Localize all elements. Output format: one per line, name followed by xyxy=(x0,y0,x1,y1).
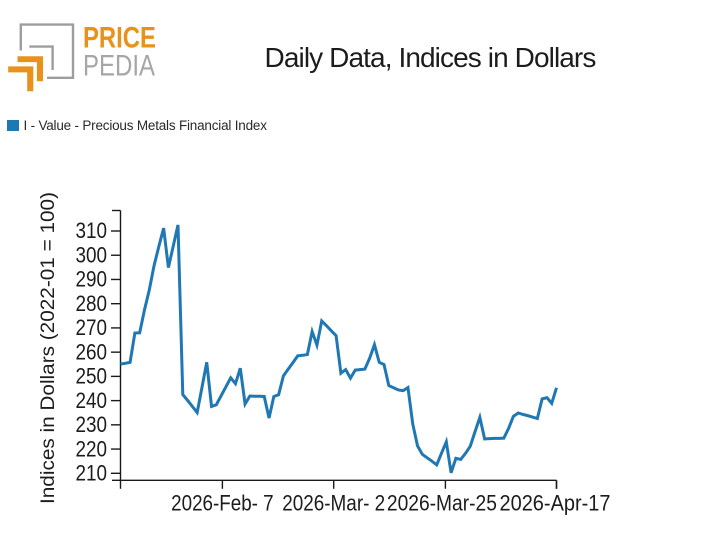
y-tick-label: 290 xyxy=(76,267,108,292)
x-tick-label: 2026-Mar-25 xyxy=(387,491,497,516)
y-tick-label: 280 xyxy=(76,291,108,316)
x-tick-label: 2026-Mar- 2 xyxy=(282,491,385,516)
y-tick-label: 270 xyxy=(76,315,108,340)
logo-word-pedia: PEDIA xyxy=(83,49,155,82)
logo-orange-corner-small xyxy=(17,56,43,82)
y-tick-label: 220 xyxy=(76,436,108,461)
legend: I - Value - Precious Metals Financial In… xyxy=(7,118,267,133)
logo-orange-corner-large xyxy=(8,66,34,92)
y-tick-label: 230 xyxy=(76,412,108,437)
logo-word-price: PRICE xyxy=(83,22,156,55)
y-tick-label: 310 xyxy=(76,218,108,243)
y-tick-label: 240 xyxy=(76,388,108,413)
y-tick-label: 300 xyxy=(76,242,108,267)
legend-swatch xyxy=(7,119,19,132)
y-tick-label: 210 xyxy=(76,461,108,486)
x-axis: 2026-Feb- 7 2026-Mar- 2 2026-Mar-25 2026-Ap… xyxy=(119,479,611,516)
x-tick-label: 2026-Feb- 7 xyxy=(171,491,274,516)
y-tick-label: 260 xyxy=(76,339,108,364)
logo-outer-square xyxy=(19,23,75,79)
y-axis-title: Indices in Dollars (2022-01 = 100) xyxy=(37,192,59,504)
legend-series-label: I - Value - Precious Metals Financial In… xyxy=(23,118,267,133)
chart-title: Daily Data, Indices in Dollars xyxy=(264,42,597,73)
series-line-precious-metals xyxy=(120,224,558,474)
x-tick-label: 2026-Apr-17 xyxy=(500,491,611,516)
logo-mark xyxy=(8,23,75,92)
y-tick-label: 250 xyxy=(76,364,108,389)
logo-inner-corner xyxy=(29,45,54,70)
pricepedia-logo: PRICE PEDIA xyxy=(8,22,156,92)
